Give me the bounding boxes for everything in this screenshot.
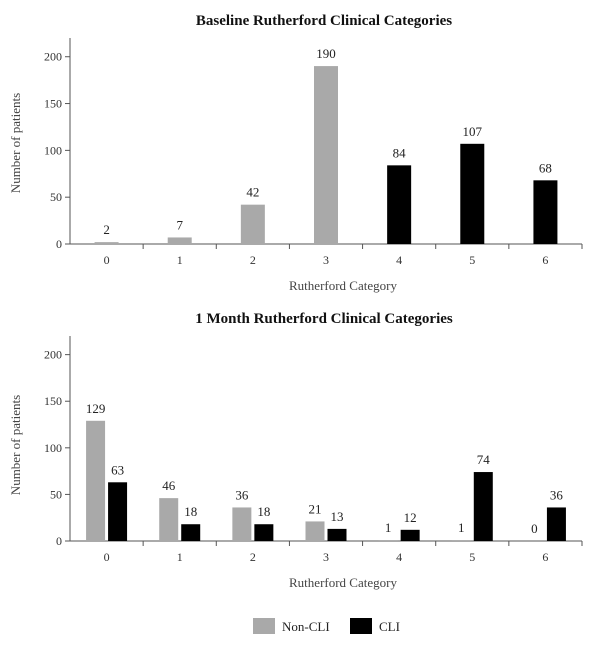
- data-label: 1: [458, 520, 465, 535]
- data-label: 46: [162, 478, 176, 493]
- x-tick-label: 3: [323, 253, 329, 267]
- y-tick-label: 150: [44, 394, 62, 408]
- bar: [167, 237, 192, 244]
- data-label: 1: [385, 520, 392, 535]
- y-axis-label: Number of patients: [8, 93, 23, 193]
- legend: Non-CLI CLI: [253, 618, 400, 634]
- bar: [387, 165, 412, 244]
- data-label: 0: [531, 521, 538, 536]
- x-axis-label: Rutherford Category: [289, 278, 397, 293]
- bar: [400, 529, 420, 541]
- one-month-chart: 1 Month Rutherford Clinical Categories N…: [8, 311, 583, 590]
- data-label: 36: [550, 487, 564, 502]
- x-tick-label: 3: [323, 550, 329, 564]
- data-label: 68: [539, 160, 552, 175]
- bar: [533, 180, 558, 244]
- data-label: 12: [404, 510, 417, 525]
- x-tick-label: 5: [469, 253, 475, 267]
- x-tick-label: 2: [250, 550, 256, 564]
- data-label: 36: [235, 487, 249, 502]
- y-tick-label: 200: [44, 50, 62, 64]
- data-label: 2: [103, 222, 110, 237]
- data-label: 190: [316, 46, 336, 61]
- y-tick-label: 200: [44, 348, 62, 362]
- legend-swatch-non-cli: [253, 618, 275, 634]
- data-label: 18: [257, 504, 270, 519]
- data-label: 21: [309, 501, 322, 516]
- data-label: 129: [86, 401, 106, 416]
- legend-label-cli: CLI: [379, 619, 400, 634]
- bar: [460, 143, 485, 244]
- x-tick-label: 2: [250, 253, 256, 267]
- bar: [232, 507, 252, 541]
- bar: [378, 540, 398, 541]
- chart-title: 1 Month Rutherford Clinical Categories: [195, 311, 453, 327]
- y-tick-label: 50: [50, 190, 62, 204]
- bar: [108, 482, 128, 541]
- y-tick-label: 0: [56, 534, 62, 548]
- data-label: 18: [184, 504, 197, 519]
- bar: [314, 66, 338, 244]
- y-tick-label: 100: [44, 441, 62, 455]
- bar: [240, 204, 265, 244]
- x-tick-label: 6: [542, 550, 548, 564]
- bar: [86, 420, 106, 541]
- bar: [546, 507, 566, 541]
- data-label: 42: [246, 185, 259, 200]
- x-axis-label: Rutherford Category: [289, 575, 397, 590]
- bar: [451, 540, 471, 541]
- data-label: 13: [331, 509, 344, 524]
- x-tick-label: 1: [177, 253, 183, 267]
- x-tick-label: 6: [542, 253, 548, 267]
- y-axis-label: Number of patients: [8, 395, 23, 495]
- y-tick-label: 150: [44, 97, 62, 111]
- y-tick-label: 100: [44, 143, 62, 157]
- bar: [181, 524, 201, 541]
- data-label: 107: [463, 124, 483, 139]
- x-tick-label: 4: [396, 550, 402, 564]
- bar: [327, 528, 347, 541]
- x-tick-label: 5: [469, 550, 475, 564]
- data-label: 84: [393, 145, 407, 160]
- y-tick-label: 50: [50, 487, 62, 501]
- x-tick-label: 4: [396, 253, 402, 267]
- data-label: 74: [477, 452, 491, 467]
- data-label: 7: [176, 217, 183, 232]
- x-tick-label: 0: [104, 550, 110, 564]
- x-tick-label: 1: [177, 550, 183, 564]
- data-label: 63: [111, 462, 124, 477]
- baseline-chart: Baseline Rutherford Clinical Categories …: [8, 13, 583, 293]
- x-tick-label: 0: [104, 253, 110, 267]
- y-tick-label: 0: [56, 237, 62, 251]
- legend-swatch-cli: [350, 618, 372, 634]
- legend-label-non-cli: Non-CLI: [282, 619, 330, 634]
- bar: [305, 521, 325, 541]
- bar: [473, 472, 493, 541]
- chart-title: Baseline Rutherford Clinical Categories: [196, 13, 452, 29]
- bar: [254, 524, 274, 541]
- bar: [94, 242, 119, 244]
- bar: [159, 498, 179, 541]
